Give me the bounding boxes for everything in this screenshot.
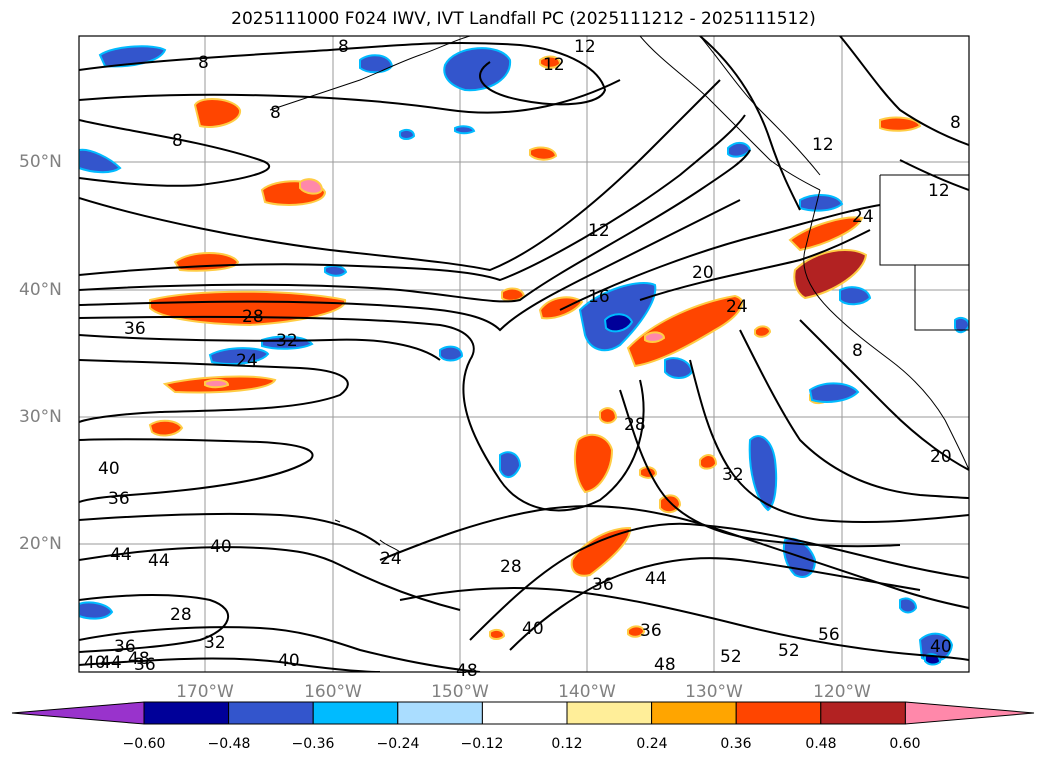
contour-label: 24 xyxy=(236,351,258,371)
contour-label: 44 xyxy=(148,551,170,571)
contour-label: 8 xyxy=(198,53,209,73)
contour-label: 8 xyxy=(172,131,183,151)
lon-label: 120°W xyxy=(813,682,871,702)
contour-label: 8 xyxy=(338,37,349,57)
colorbar-tick-label: 0.12 xyxy=(551,736,583,752)
contour-label: 24 xyxy=(726,297,748,317)
lat-label: 30°N xyxy=(19,407,62,427)
lon-label: 130°W xyxy=(685,682,743,702)
contour-labels: 8 8 8 8 12 12 12 12 12 8 16 20 24 24 28 … xyxy=(84,37,961,681)
colorbar-segment xyxy=(481,701,568,725)
contour-label: 12 xyxy=(812,135,834,155)
colorbar-tick-label: −0.12 xyxy=(460,736,504,752)
contour-label: 20 xyxy=(930,447,952,467)
lon-label: 160°W xyxy=(304,682,362,702)
colorbar-segment xyxy=(397,701,483,725)
contour-label: 24 xyxy=(380,549,402,569)
colorbar-segment xyxy=(820,701,906,725)
colorbar xyxy=(11,701,1035,725)
contour-label: 44 xyxy=(645,569,667,589)
contour-label: 32 xyxy=(276,331,298,351)
lon-label: 150°W xyxy=(431,682,489,702)
contour-label: 48 xyxy=(654,655,676,675)
contour-label: 40 xyxy=(210,537,232,557)
contour-label: 44 xyxy=(100,653,122,673)
lat-label: 40°N xyxy=(19,280,62,300)
colorbar-tick-label: −0.24 xyxy=(376,736,420,752)
contour-label: 40 xyxy=(522,619,544,639)
contour-label: 20 xyxy=(692,263,714,283)
lat-label: 20°N xyxy=(19,534,62,554)
contour-label: 32 xyxy=(722,465,744,485)
colorbar-segment xyxy=(228,701,314,725)
contour-label: 32 xyxy=(204,633,226,653)
colorbar-extend-high xyxy=(904,701,1035,725)
colorbar-tick-label: 0.60 xyxy=(889,736,921,752)
colorbar-tick-label: −0.48 xyxy=(207,736,251,752)
colorbar-segment xyxy=(651,701,737,725)
contour-label: 28 xyxy=(624,415,646,435)
colorbar-segment xyxy=(312,701,399,725)
contour-label: 16 xyxy=(588,287,610,307)
contour-label: 12 xyxy=(543,55,565,75)
contour-label: 48 xyxy=(128,649,150,669)
contour-label: 24 xyxy=(852,207,874,227)
colorbar-tick-label: 0.24 xyxy=(636,736,668,752)
contour-label: 36 xyxy=(124,319,146,339)
colorbar-extend-low xyxy=(11,701,145,725)
contour-label: 28 xyxy=(242,307,264,327)
colorbar-tick-label: −0.36 xyxy=(291,736,335,752)
negative-anomaly-shading xyxy=(79,45,969,666)
colorbar-tick-label: 0.48 xyxy=(805,736,837,752)
colorbar-tick-label: −0.60 xyxy=(122,736,166,752)
contour-label: 48 xyxy=(456,661,478,681)
contour-label: 36 xyxy=(134,655,156,675)
contour-label: 40 xyxy=(98,459,120,479)
iwv-contours xyxy=(79,36,969,672)
contour-label: 12 xyxy=(574,37,596,57)
contour-label: 40 xyxy=(278,651,300,671)
contour-label: 36 xyxy=(592,575,614,595)
contour-label: 8 xyxy=(852,341,863,361)
contour-label: 44 xyxy=(110,545,132,565)
contour-label: 52 xyxy=(778,641,800,661)
lon-label: 170°W xyxy=(176,682,234,702)
contour-label: 28 xyxy=(500,557,522,577)
lat-label: 50°N xyxy=(19,152,62,172)
contour-label: 56 xyxy=(818,625,840,645)
colorbar-segment xyxy=(566,701,653,725)
colorbar-segment xyxy=(735,701,822,725)
contour-label: 40 xyxy=(930,637,952,657)
map-frame xyxy=(78,35,970,673)
contour-label: 8 xyxy=(950,113,961,133)
contour-label: 12 xyxy=(928,181,950,201)
colorbar-segment xyxy=(143,701,230,725)
contour-label: 36 xyxy=(108,489,130,509)
contour-label: 28 xyxy=(170,605,192,625)
contour-label: 36 xyxy=(114,637,136,657)
contour-label: 52 xyxy=(720,647,742,667)
contour-label: 12 xyxy=(588,221,610,241)
lon-label: 140°W xyxy=(558,682,616,702)
map-title: 2025111000 F024 IWV, IVT Landfall PC (20… xyxy=(231,9,816,29)
coastlines xyxy=(269,36,969,553)
contour-label: 36 xyxy=(640,621,662,641)
colorbar-tick-label: 0.36 xyxy=(720,736,752,752)
contour-label: 40 xyxy=(84,653,106,673)
contour-label: 8 xyxy=(270,103,281,123)
